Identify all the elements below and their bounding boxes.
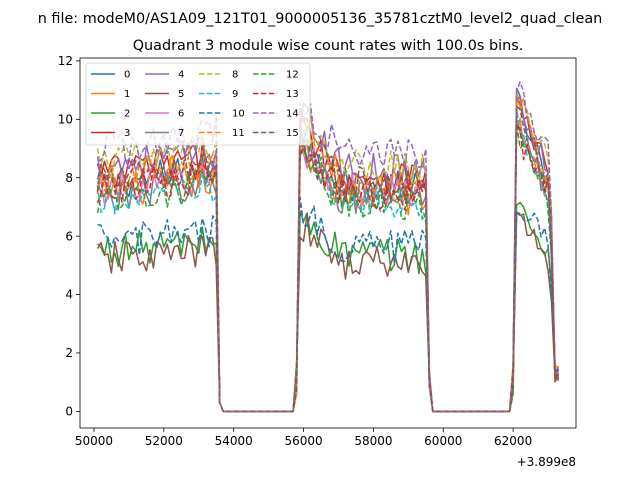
legend-label-8: 8 (232, 70, 238, 81)
y-axis: 0 2 4 6 8 10 12 (58, 54, 80, 419)
legend-label-15: 15 (286, 128, 299, 139)
series-line-11 (96, 88, 559, 413)
x-tick-label: 62000 (494, 434, 532, 448)
x-tick-label: 58000 (354, 434, 392, 448)
y-tick-label: 2 (65, 346, 73, 360)
y-tick-label: 6 (65, 229, 73, 243)
x-tick-label: 50000 (75, 434, 113, 448)
x-offset-text: +3.899e8 (517, 455, 576, 469)
legend-label-7: 7 (178, 128, 184, 139)
legend-label-5: 5 (178, 89, 184, 100)
legend-label-13: 13 (286, 89, 299, 100)
chart-suptitle: n file: modeM0/AS1A09_121T01_9000005136_… (38, 11, 603, 27)
series-line-12 (96, 121, 560, 413)
legend-label-0: 0 (124, 70, 130, 81)
legend-label-3: 3 (124, 128, 130, 139)
y-tick-label: 8 (65, 171, 73, 185)
legend-label-10: 10 (232, 109, 245, 120)
y-tick-label: 0 (65, 405, 73, 419)
y-tick-label: 12 (58, 54, 73, 68)
x-tick-label: 54000 (215, 434, 253, 448)
legend-label-2: 2 (124, 109, 130, 120)
legend-label-6: 6 (178, 109, 184, 120)
legend-label-14: 14 (286, 109, 299, 120)
series-line-14 (97, 81, 560, 413)
x-tick-label: 56000 (284, 434, 322, 448)
plot-frame (79, 57, 577, 429)
legend-label-1: 1 (124, 89, 130, 100)
chart-title: Quadrant 3 module wise count rates with … (133, 38, 524, 54)
series-line-10 (97, 196, 559, 413)
legend-label-4: 4 (178, 70, 184, 81)
series-line-15 (96, 105, 560, 413)
legend-label-9: 9 (232, 89, 238, 100)
x-tick-label: 60000 (424, 434, 462, 448)
y-tick-label: 4 (65, 288, 73, 302)
series-line-5 (96, 212, 560, 413)
x-tick-label: 52000 (145, 434, 183, 448)
series-line-13 (96, 122, 560, 413)
series-layer (96, 81, 560, 413)
legend-frame (85, 62, 311, 146)
legend-label-11: 11 (232, 128, 245, 139)
x-axis: 50000 52000 54000 56000 58000 60000 62000 (75, 428, 532, 448)
series-line-2 (96, 201, 559, 413)
legend-label-12: 12 (286, 70, 299, 81)
y-tick-label: 10 (58, 113, 73, 127)
